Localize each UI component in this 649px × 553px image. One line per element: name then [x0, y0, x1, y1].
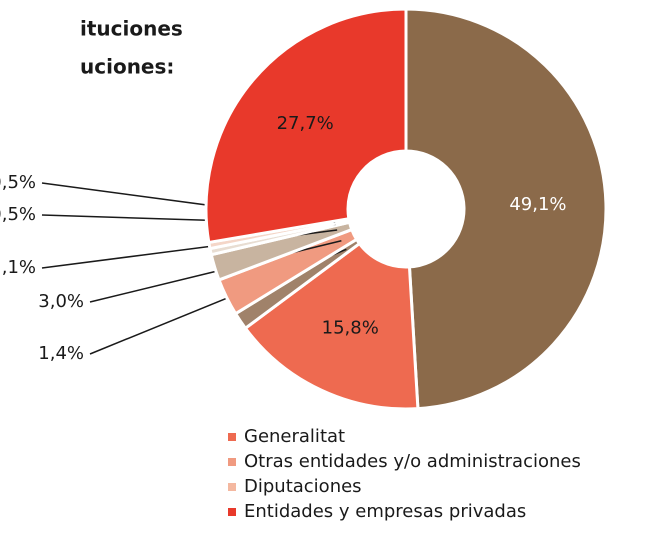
pie-slice: [204, 7, 408, 245]
chart-title: uciones:: [80, 55, 174, 79]
slice-label: 0,5%: [0, 204, 36, 225]
legend-label: Generalitat: [244, 426, 345, 447]
slice-label: 3,0%: [38, 291, 84, 312]
legend-swatch: [228, 433, 236, 441]
slice-label: 27,7%: [277, 113, 334, 134]
pie-slice: [404, 7, 608, 411]
chart-title: ituciones: [80, 17, 183, 41]
legend-label: Diputaciones: [244, 476, 362, 497]
slice-label: 0,5%: [0, 172, 36, 193]
legend-swatch: [228, 458, 236, 466]
slice-label: 49,1%: [509, 194, 566, 215]
slice-label: 1,4%: [38, 343, 84, 364]
legend-swatch: [228, 508, 236, 516]
legend-label: Otras entidades y/o administraciones: [244, 451, 581, 472]
legend-label: Entidades y empresas privadas: [244, 501, 526, 522]
pie-slice: [243, 241, 420, 411]
legend-swatch: [228, 483, 236, 491]
slice-label: 2,1%: [0, 257, 36, 278]
slice-label: 15,8%: [322, 318, 379, 339]
